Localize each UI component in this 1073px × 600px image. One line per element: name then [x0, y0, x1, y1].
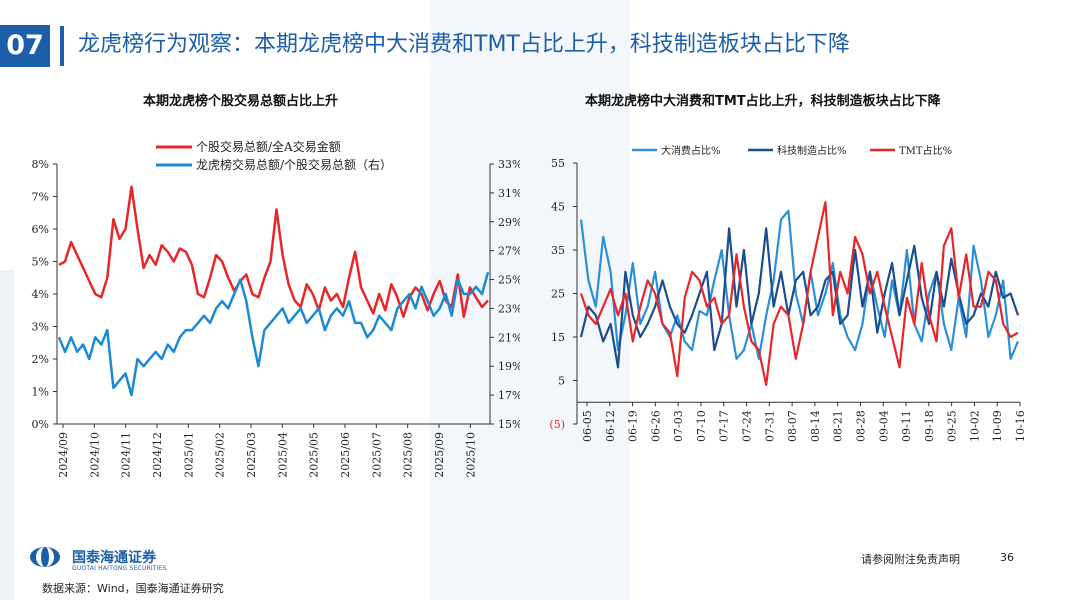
x-tick-label: 2025/09: [433, 432, 446, 478]
y-left-tick-label: 3%: [32, 321, 49, 334]
y-right-tick-label: 33%: [498, 158, 520, 171]
x-tick-label: 08-07: [786, 410, 799, 442]
x-tick-label: 2024/11: [120, 432, 133, 478]
y-tick-label: 25: [551, 288, 565, 301]
x-tick-label: 07-17: [718, 410, 731, 442]
y-left-tick-label: 8%: [32, 158, 49, 171]
chart-2-title: 本期龙虎榜中大消费和TMT占比上升，科技制造板块占比下降: [585, 94, 941, 109]
y-left-tick-label: 5%: [32, 256, 49, 269]
x-tick-label: 06-12: [604, 410, 617, 442]
x-tick-label: 10-02: [968, 410, 981, 442]
y-left-tick-label: 0%: [32, 418, 49, 431]
y-right-tick-label: 19%: [498, 360, 520, 373]
series-line-1: [58, 185, 489, 319]
x-tick-label: 2025/08: [402, 432, 415, 478]
x-tick-label: 2025/06: [339, 432, 352, 478]
y-right-tick-label: 17%: [498, 389, 520, 402]
page-title: 龙虎榜行为观察：本期龙虎榜中大消费和TMT占比上升，科技制造板块占比下降: [78, 32, 850, 57]
y-right-tick-label: 23%: [498, 302, 520, 315]
y-right-tick-label: 25%: [498, 274, 520, 287]
x-tick-label: 07-03: [672, 410, 685, 442]
y-tick-label: 45: [551, 201, 565, 214]
x-tick-label: 10-16: [1014, 410, 1027, 442]
legend-label-1: 大消费占比%: [661, 144, 721, 157]
chart-1: 0% 1% 2% 3% 4% 5% 6% 7% 8% 15% 17% 19% 21% 23% 25% 27% 2…: [32, 139, 520, 478]
company-name: 国泰海通证券: [72, 550, 156, 566]
x-tick-label: 2025/05: [308, 432, 321, 478]
series-line-1: [579, 209, 1020, 360]
y-tick-label: 35: [551, 244, 565, 257]
x-tick-label: 09-04: [877, 410, 890, 442]
y-right-tick-label: 31%: [498, 187, 520, 200]
data-source: 数据来源：Wind，国泰海通证券研究: [42, 582, 224, 595]
x-tick-label: 08-21: [832, 410, 845, 442]
x-tick-label: 2025/02: [214, 432, 227, 478]
series-line-3: [579, 201, 1019, 386]
x-tick-label: 09-25: [946, 410, 959, 442]
chart-2: (5) 5 15 25 35 45 55 06-05 06-12 06-19 06-26 07-03 0…: [549, 144, 1027, 442]
background-decoration-left: [0, 270, 14, 600]
x-tick-label: 2024/09: [57, 432, 70, 478]
y-left-tick-label: 1%: [32, 386, 49, 399]
section-divider: [60, 26, 64, 66]
page-number: 36: [1000, 551, 1014, 564]
x-tick-label: 2024/10: [88, 432, 101, 478]
section-number: 07: [0, 25, 50, 67]
y-right-tick-label: 29%: [498, 216, 520, 229]
x-tick-label: 2025/03: [245, 432, 258, 478]
series-line-2: [579, 227, 1020, 369]
y-right-tick-label: 21%: [498, 331, 520, 344]
y-left-tick-label: 4%: [32, 288, 49, 301]
legend-label-2: 科技制造占比%: [777, 144, 847, 157]
x-tick-label: 2025/04: [276, 432, 289, 478]
y-tick-label: 55: [551, 157, 565, 170]
x-tick-label: 07-10: [695, 410, 708, 442]
x-tick-label: 06-05: [581, 410, 594, 442]
x-tick-label: 07-31: [763, 410, 776, 442]
x-tick-label: 2024/12: [151, 432, 164, 478]
series-line-2: [57, 271, 490, 397]
y-tick-label: 5: [558, 375, 565, 388]
x-tick-label: 2025/07: [370, 432, 383, 478]
disclaimer-link[interactable]: 请参阅附注免责声明: [861, 553, 960, 566]
legend-label-2: 龙虎榜交易总额/个股交易总额（右）: [196, 157, 392, 172]
y-left-tick-label: 2%: [32, 353, 49, 366]
legend-label-3: TMT占比%: [899, 144, 952, 157]
x-tick-label: 06-19: [627, 410, 640, 442]
y-right-tick-label: 15%: [498, 418, 520, 431]
legend-label-1: 个股交易总额/全A交易金额: [196, 139, 341, 154]
y-tick-label: 15: [551, 331, 565, 344]
x-tick-label: 09-18: [923, 410, 936, 442]
x-tick-label: 08-14: [809, 410, 822, 442]
section-header: 07 龙虎榜行为观察：本期龙虎榜中大消费和TMT占比上升，科技制造板块占比下降: [0, 20, 1073, 70]
x-tick-label: 06-26: [649, 410, 662, 442]
chart-1-title: 本期龙虎榜个股交易总额占比上升: [143, 94, 339, 109]
x-tick-label: 07-24: [741, 410, 754, 442]
x-tick-label: 09-11: [900, 410, 913, 442]
y-left-tick-label: 7%: [32, 191, 49, 204]
company-name-en: GUOTAI HAITONG SECURITIES: [72, 565, 167, 572]
y-left-tick-label: 6%: [32, 223, 49, 236]
company-logo-icon: [30, 547, 60, 567]
y-tick-label: (5): [549, 418, 565, 431]
x-tick-label: 2025/01: [182, 432, 195, 478]
x-tick-label: 08-28: [854, 410, 867, 442]
x-tick-label: 2025/10: [464, 432, 477, 478]
y-right-tick-label: 27%: [498, 245, 520, 258]
x-tick-label: 10-09: [991, 410, 1004, 442]
